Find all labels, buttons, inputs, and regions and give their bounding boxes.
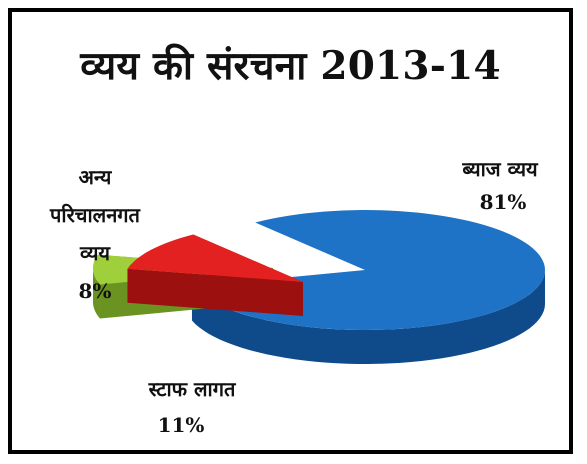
- pie-layer: [93, 210, 545, 364]
- label-green-percent: 8%: [79, 279, 112, 303]
- label-green-line-1: अन्य: [79, 165, 113, 189]
- slice-red: [127, 234, 303, 316]
- label-layer: ब्याज व्यय 81% स्टाफ लागत 11% अन्य परिचालनगत व…: [49, 157, 539, 437]
- label-blue-percent: 81%: [480, 190, 527, 214]
- slice-top-red: [127, 234, 303, 282]
- label-blue-name: ब्याज व्यय: [461, 157, 539, 181]
- label-green-line-3: व्यय: [79, 241, 111, 265]
- slice-face-red: [127, 268, 303, 316]
- slice-side-green: [93, 268, 100, 319]
- slice-side-blue: [191, 270, 545, 364]
- label-green-line-2: परिचालनगत: [49, 203, 142, 227]
- label-red-name: स्टाफ लागत: [148, 377, 237, 401]
- chart-title: व्यय की संरचना 2013-14: [80, 43, 501, 89]
- label-red-percent: 11%: [158, 413, 205, 437]
